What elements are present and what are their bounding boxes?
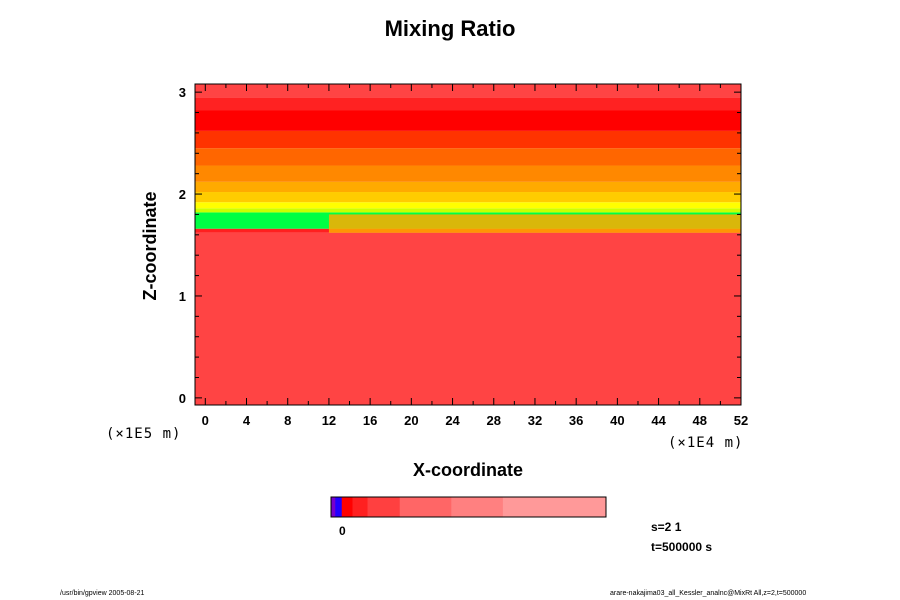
contour-band bbox=[195, 97, 741, 111]
plot-frame bbox=[194, 83, 742, 406]
x-tick-label: 52 bbox=[734, 413, 748, 428]
x-tick-label: 4 bbox=[243, 413, 251, 428]
x-tick-label: 28 bbox=[487, 413, 501, 428]
contour-band bbox=[195, 232, 741, 405]
colorbar-segment bbox=[331, 497, 336, 517]
y-tick-label: 1 bbox=[179, 289, 186, 304]
colorbar-segment bbox=[352, 497, 369, 517]
y-tick-label: 0 bbox=[179, 391, 186, 406]
x-tick-label: 48 bbox=[693, 413, 707, 428]
contour-band bbox=[195, 148, 741, 166]
y-tick-label: 2 bbox=[179, 187, 186, 202]
x-tick-label: 16 bbox=[363, 413, 377, 428]
x-axis-label: X-coordinate bbox=[412, 460, 523, 480]
contour-band bbox=[195, 110, 741, 131]
step-info: s=2 1 bbox=[651, 520, 682, 534]
contour-band bbox=[195, 130, 741, 149]
mixed-layer-patch bbox=[328, 214, 741, 233]
colorbar-segment bbox=[367, 497, 401, 517]
colorbar-segment bbox=[502, 497, 607, 517]
footer-source: arare-nakajima03_all_Kessler_analnc@MixR… bbox=[610, 590, 807, 597]
contour-band bbox=[195, 202, 741, 209]
contour-band bbox=[195, 208, 741, 213]
x-tick-label: 20 bbox=[404, 413, 418, 428]
time-info: t=500000 s bbox=[651, 540, 713, 554]
heatmap-field bbox=[195, 84, 741, 405]
colorbar-frame bbox=[330, 496, 607, 518]
colorbar-label: 0 bbox=[339, 524, 346, 538]
contour-band bbox=[195, 192, 741, 203]
contour-band bbox=[195, 165, 741, 182]
x-tick-label: 24 bbox=[445, 413, 460, 428]
colorbar-segment bbox=[399, 497, 452, 517]
y-axis: 0 1 2 3 bbox=[179, 85, 741, 406]
x-tick-label: 8 bbox=[284, 413, 291, 428]
contour-band bbox=[195, 84, 741, 98]
x-tick-label: 0 bbox=[202, 413, 209, 428]
colorbar-segment bbox=[451, 497, 504, 517]
x-tick-label: 12 bbox=[322, 413, 336, 428]
chart-title: Mixing Ratio bbox=[384, 16, 516, 41]
colorbar bbox=[330, 496, 607, 518]
x-tick-label: 36 bbox=[569, 413, 583, 428]
x-tick-label: 40 bbox=[610, 413, 624, 428]
x-tick-label: 32 bbox=[528, 413, 542, 428]
x-tick-label: 44 bbox=[651, 413, 666, 428]
y-axis-label: Z-coordinate bbox=[140, 191, 160, 301]
x-axis-multiplier: (×1E4 m) bbox=[668, 435, 744, 451]
z-axis-multiplier: (×1E5 m) bbox=[106, 426, 182, 442]
y-tick-label: 3 bbox=[179, 85, 186, 100]
contour-band bbox=[195, 181, 741, 193]
footer-command: /usr/bin/gpview 2005-08-21 bbox=[60, 590, 145, 597]
x-axis: 0 4 8 12 16 20 24 28 32 36 40 44 48 52 bbox=[202, 84, 748, 428]
colorbar-segment bbox=[335, 497, 343, 517]
colorbar-segment bbox=[341, 497, 353, 517]
